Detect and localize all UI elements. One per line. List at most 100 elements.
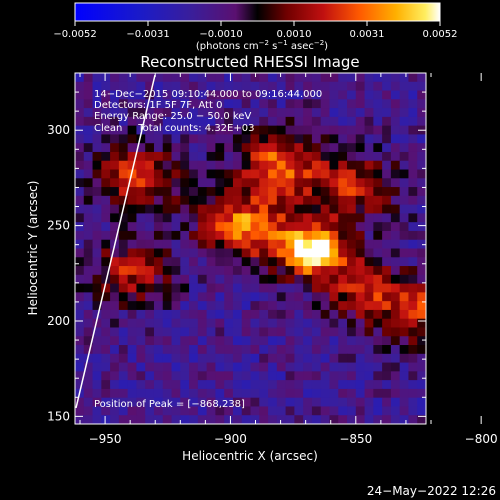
heatmap-cell — [136, 116, 146, 127]
heatmap-cell — [206, 318, 216, 329]
heatmap-cell — [180, 327, 190, 337]
heatmap-cell — [320, 257, 331, 267]
heatmap-cell — [189, 187, 199, 197]
heatmap-cell — [75, 187, 85, 197]
heatmap-cell — [311, 99, 322, 109]
heatmap-cell — [382, 204, 392, 214]
heatmap-cell — [215, 90, 225, 100]
heatmap-cell — [268, 81, 278, 92]
heatmap-cell — [408, 327, 418, 337]
heatmap-cell — [232, 415, 243, 424]
heatmap-cell — [382, 309, 392, 320]
heatmap-cell — [206, 345, 216, 355]
heatmap-cell — [136, 266, 146, 276]
heatmap-cell — [338, 292, 348, 302]
heatmap-cell — [241, 309, 252, 320]
heatmap-cell — [364, 134, 374, 144]
heatmap-cell — [153, 81, 164, 92]
heatmap-cell — [136, 239, 146, 250]
heatmap-cell — [136, 336, 146, 346]
heatmap-cell — [373, 169, 383, 179]
heatmap-cell — [127, 108, 138, 118]
heatmap-cell — [303, 345, 313, 355]
heatmap-cell — [399, 292, 410, 302]
heatmap-cell — [390, 380, 401, 390]
heatmap-cell — [285, 266, 295, 276]
heatmap-cell — [408, 169, 418, 179]
heatmap-cell — [127, 353, 138, 364]
heatmap-cell — [189, 143, 199, 153]
heatmap-cell — [83, 143, 94, 153]
heatmap-cell — [347, 108, 357, 118]
heatmap-cell — [373, 230, 383, 241]
heatmap-cell — [285, 116, 295, 127]
heatmap-cell — [347, 380, 357, 390]
heatmap-cell — [364, 327, 374, 337]
heatmap-cell — [382, 108, 392, 118]
heatmap-cell — [197, 204, 208, 214]
heatmap-cell — [408, 143, 418, 153]
heatmap-cell — [417, 151, 426, 162]
heatmap-cell — [110, 309, 120, 320]
heatmap-cell — [241, 81, 252, 92]
heatmap-cell — [373, 301, 383, 311]
heatmap-cell — [197, 108, 208, 118]
heatmap-cell — [268, 204, 278, 214]
heatmap-cell — [276, 108, 287, 118]
heatmap-cell — [145, 362, 155, 372]
heatmap-cell — [101, 169, 111, 179]
heatmap-cell — [206, 125, 216, 136]
heatmap-cell — [153, 388, 164, 399]
heatmap-cell — [364, 73, 374, 83]
heatmap-cell — [259, 353, 269, 364]
heatmap-cell — [127, 257, 138, 267]
heatmap-cell — [355, 266, 366, 276]
heatmap-cell — [232, 327, 243, 337]
heatmap-cell — [92, 415, 102, 424]
heatmap-cell — [118, 143, 129, 153]
heatmap-cell — [311, 406, 322, 416]
x-axis-title: Heliocentric X (arcsec) — [182, 449, 318, 463]
heatmap-cell — [83, 116, 94, 127]
heatmap-cell — [92, 309, 102, 320]
heatmap-cell — [294, 309, 304, 320]
heatmap-cell — [294, 81, 304, 92]
heatmap-cell — [364, 125, 374, 136]
heatmap-cell — [399, 353, 410, 364]
heatmap-cell — [347, 143, 357, 153]
heatmap-cell — [197, 266, 208, 276]
heatmap-cell — [110, 274, 120, 285]
heatmap-cell — [390, 336, 401, 346]
heatmap-cell — [303, 73, 313, 83]
heatmap-cell — [127, 125, 138, 136]
heatmap-cell — [83, 195, 94, 206]
heatmap-cell — [118, 327, 129, 337]
heatmap-cell — [189, 108, 199, 118]
heatmap-cell — [250, 134, 260, 144]
heatmap-cell — [162, 301, 173, 311]
heatmap-cell — [241, 134, 252, 144]
heatmap-cell — [224, 327, 234, 337]
heatmap-cell — [92, 248, 102, 258]
heatmap-cell — [399, 301, 410, 311]
heatmap-cell — [153, 125, 164, 136]
heatmap-cell — [382, 345, 392, 355]
heatmap-cell — [118, 292, 129, 302]
heatmap-cell — [364, 266, 374, 276]
heatmap-cell — [110, 380, 120, 390]
heatmap-cell — [206, 248, 216, 258]
heatmap-cell — [224, 406, 234, 416]
heatmap-cell — [259, 327, 269, 337]
heatmap-cell — [101, 283, 111, 293]
heatmap-cell — [171, 318, 181, 329]
heatmap-cell — [373, 266, 383, 276]
heatmap-cell — [338, 134, 348, 144]
heatmap-cell — [83, 125, 94, 136]
heatmap-cell — [320, 90, 331, 100]
heatmap-cell — [136, 99, 146, 109]
heatmap-cell — [232, 353, 243, 364]
heatmap-cell — [303, 336, 313, 346]
heatmap-cell — [83, 248, 94, 258]
heatmap-cell — [329, 90, 339, 100]
heatmap-cell — [276, 195, 287, 206]
